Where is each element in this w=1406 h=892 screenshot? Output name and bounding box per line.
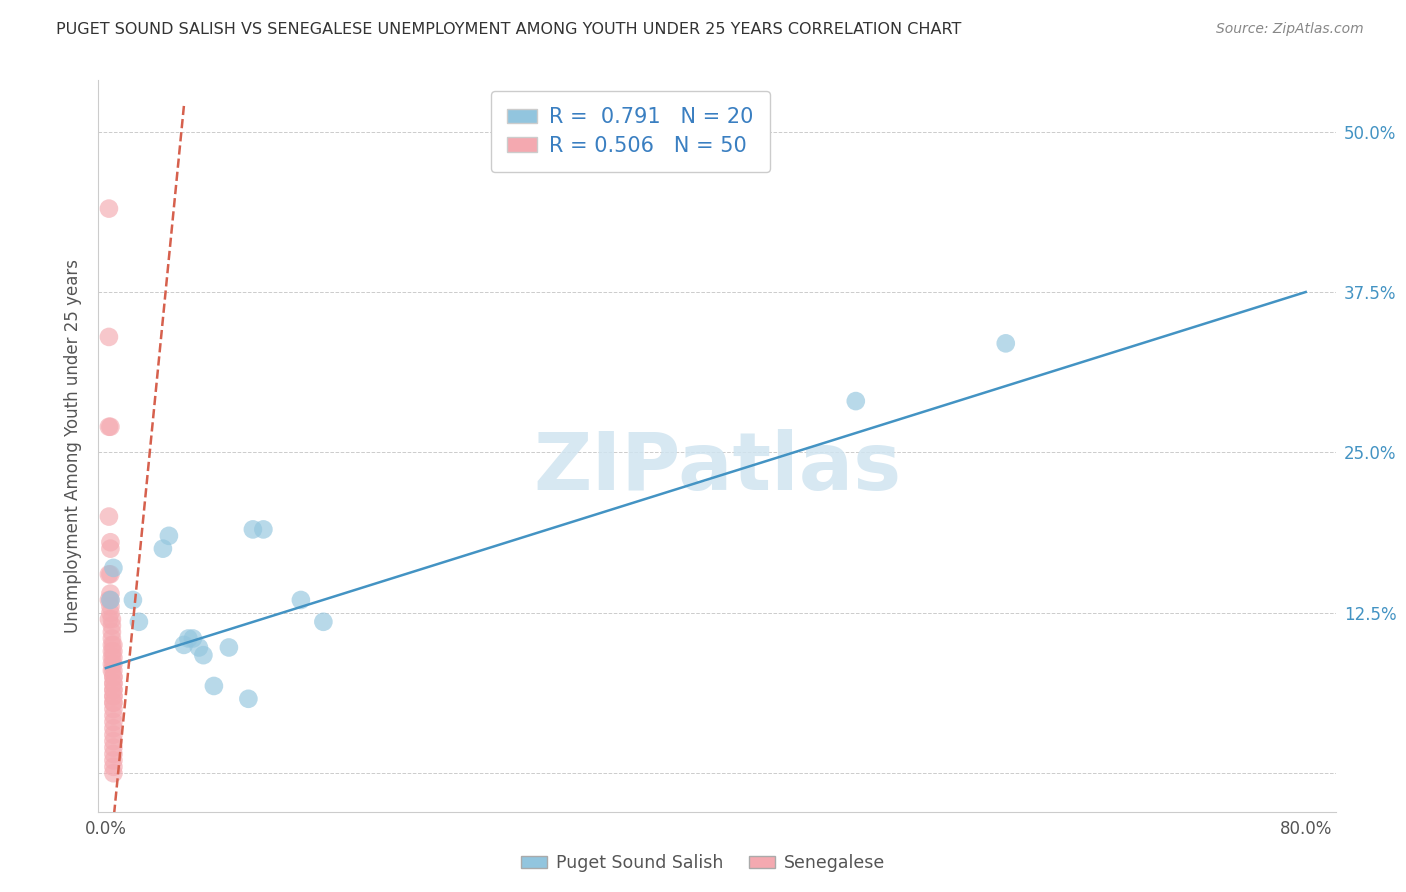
Point <box>100 599 122 614</box>
Point <box>218 640 240 655</box>
Point <box>193 648 215 662</box>
Point <box>152 541 174 556</box>
Point <box>157 529 180 543</box>
Point <box>122 593 145 607</box>
Point <box>103 676 125 690</box>
Point <box>252 523 274 537</box>
Point <box>100 567 122 582</box>
Point <box>187 640 209 655</box>
Point <box>100 535 122 549</box>
Point <box>103 650 125 665</box>
Point <box>103 747 125 761</box>
Point <box>103 721 125 735</box>
Point <box>242 523 264 537</box>
Point <box>994 336 1017 351</box>
Point <box>103 690 125 704</box>
Text: Source: ZipAtlas.com: Source: ZipAtlas.com <box>1216 22 1364 37</box>
Point <box>101 657 124 672</box>
Point <box>100 593 122 607</box>
Point <box>103 670 125 684</box>
Point <box>103 760 125 774</box>
Point <box>181 632 204 646</box>
Point <box>100 606 122 620</box>
Point <box>103 664 125 678</box>
Text: ZIPatlas: ZIPatlas <box>533 429 901 507</box>
Point <box>97 593 120 607</box>
Point <box>845 394 868 409</box>
Point <box>100 541 122 556</box>
Point <box>101 638 124 652</box>
Point <box>101 625 124 640</box>
Point <box>290 593 312 607</box>
Point <box>177 632 200 646</box>
Point <box>103 644 125 658</box>
Point <box>103 682 125 697</box>
Text: PUGET SOUND SALISH VS SENEGALESE UNEMPLOYMENT AMONG YOUTH UNDER 25 YEARS CORRELA: PUGET SOUND SALISH VS SENEGALESE UNEMPLO… <box>56 22 962 37</box>
Point <box>97 567 120 582</box>
Point <box>103 696 125 710</box>
Point <box>103 766 125 780</box>
Point <box>101 632 124 646</box>
Point <box>97 612 120 626</box>
Point <box>103 734 125 748</box>
Legend: Puget Sound Salish, Senegalese: Puget Sound Salish, Senegalese <box>515 847 891 879</box>
Point <box>128 615 150 629</box>
Point <box>103 676 125 690</box>
Point <box>103 657 125 672</box>
Point <box>103 682 125 697</box>
Point <box>97 419 120 434</box>
Point <box>202 679 225 693</box>
Point <box>103 702 125 716</box>
Point <box>97 509 120 524</box>
Point <box>103 728 125 742</box>
Point <box>100 586 122 600</box>
Point <box>103 708 125 723</box>
Point <box>97 330 120 344</box>
Point <box>103 740 125 755</box>
Point <box>312 615 335 629</box>
Point <box>101 650 124 665</box>
Point <box>100 419 122 434</box>
Point <box>238 691 260 706</box>
Point <box>103 690 125 704</box>
Point <box>101 664 124 678</box>
Point <box>101 644 124 658</box>
Point <box>173 638 195 652</box>
Point <box>101 618 124 632</box>
Point <box>103 638 125 652</box>
Point <box>103 561 125 575</box>
Legend: R =  0.791   N = 20, R = 0.506   N = 50: R = 0.791 N = 20, R = 0.506 N = 50 <box>491 91 770 172</box>
Y-axis label: Unemployment Among Youth under 25 years: Unemployment Among Youth under 25 years <box>65 259 83 633</box>
Point <box>103 753 125 767</box>
Point <box>101 612 124 626</box>
Point <box>103 670 125 684</box>
Point <box>103 714 125 729</box>
Point <box>100 593 122 607</box>
Point <box>97 202 120 216</box>
Point <box>103 696 125 710</box>
